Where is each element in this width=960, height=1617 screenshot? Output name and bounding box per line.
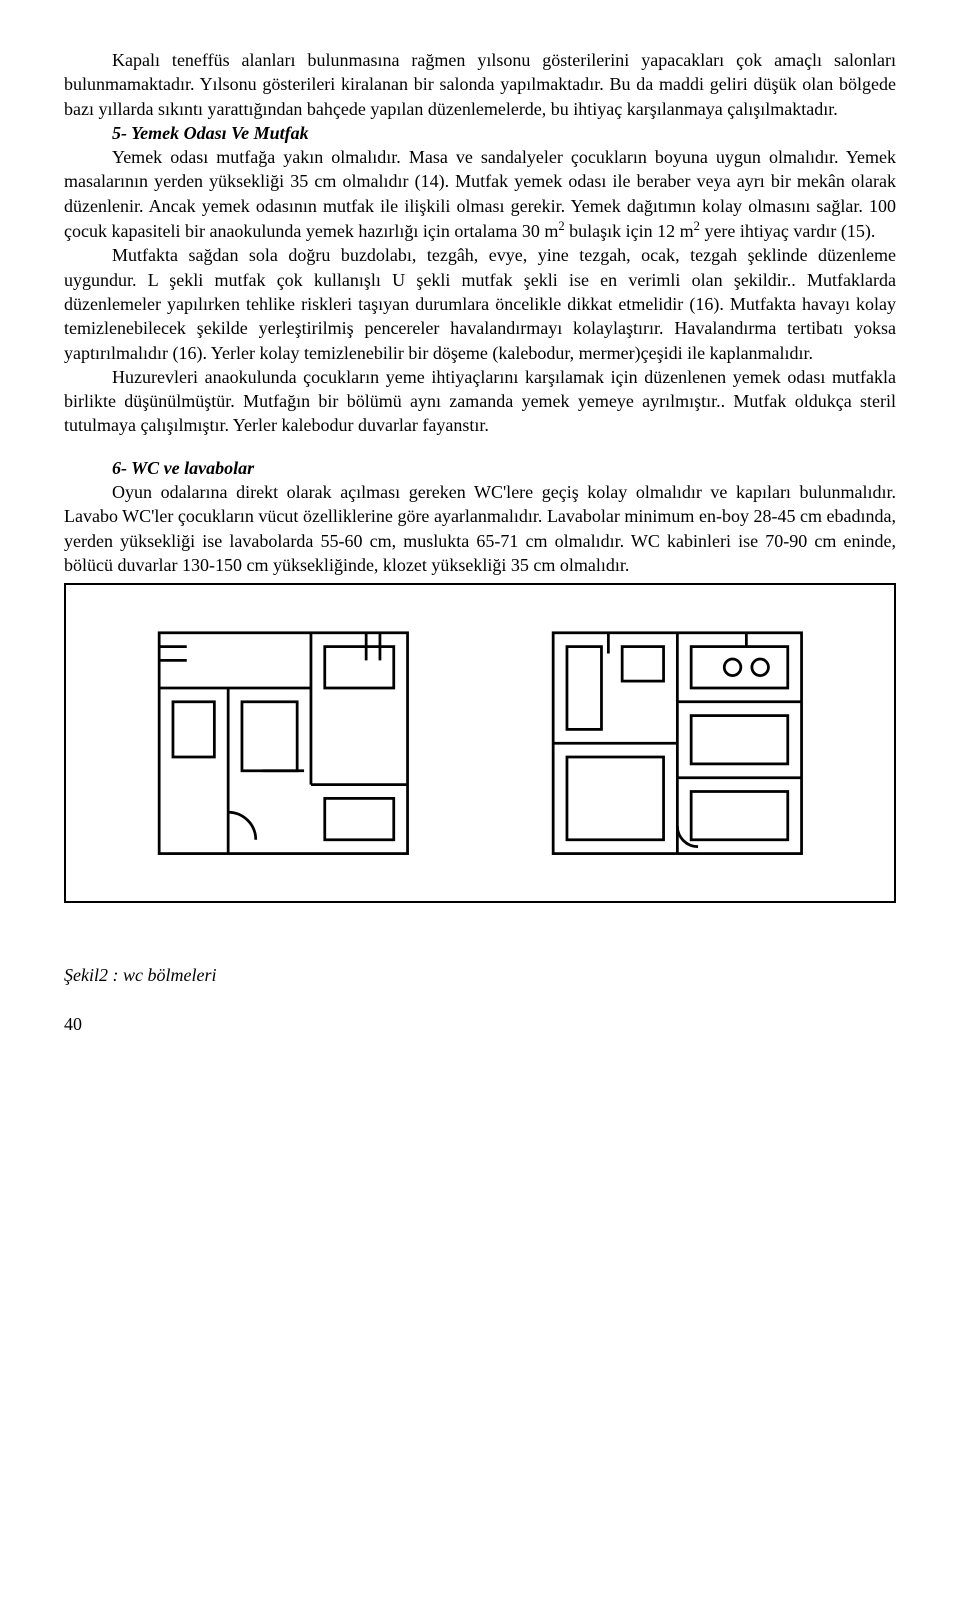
paragraph-mutfak: Mutfakta sağdan sola doğru buzdolabı, te… <box>64 243 896 364</box>
heading-6: 6- WC ve lavabolar <box>64 456 896 480</box>
floor-plan-left-icon <box>110 619 457 867</box>
heading-5: 5- Yemek Odası Ve Mutfak <box>64 121 896 145</box>
text-segment: yere ihtiyaç vardır (15). <box>700 221 875 241</box>
floor-plan-right-icon <box>504 619 851 867</box>
page-number: 40 <box>64 1012 896 1036</box>
paragraph-intro: Kapalı teneffüs alanları bulunmasına rağ… <box>64 48 896 121</box>
figure-box <box>64 583 896 903</box>
paragraph-yemek-1: Yemek odası mutfağa yakın olmalıdır. Mas… <box>64 145 896 243</box>
paragraph-huzurevleri: Huzurevleri anaokulunda çocukların yeme … <box>64 365 896 438</box>
paragraph-wc: Oyun odalarına direkt olarak açılması ge… <box>64 480 896 577</box>
text-segment: bulaşık için 12 m <box>565 221 694 241</box>
figure-caption: Şekil2 : wc bölmeleri <box>64 963 896 987</box>
